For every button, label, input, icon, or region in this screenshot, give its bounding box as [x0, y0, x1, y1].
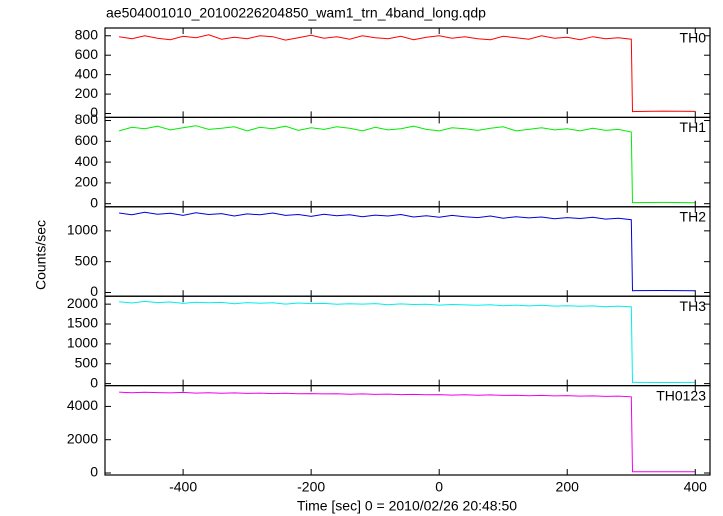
y-tick-label: 600 [75, 46, 99, 62]
legend-label: TH2 [680, 209, 707, 225]
legend-label: TH3 [680, 298, 707, 314]
series-line [119, 211, 696, 292]
y-tick-label: 600 [75, 132, 99, 148]
y-tick-label: 800 [75, 26, 99, 42]
y-tick-label: 0 [90, 104, 98, 120]
y-tick-label: 200 [75, 85, 99, 101]
x-axis-label: Time [sec] 0 = 2010/02/26 20:48:50 [297, 498, 517, 514]
y-axis-label: Counts/sec [33, 220, 49, 290]
y-tick-label: 0 [90, 283, 98, 299]
y-tick-label: 400 [75, 153, 99, 169]
panel-frame [104, 206, 711, 297]
y-tick-label: 0 [90, 464, 98, 480]
y-tick-label: 1000 [67, 335, 98, 351]
series-line [119, 300, 696, 384]
y-tick-label: 0 [90, 194, 98, 210]
y-tick-label: 800 [75, 111, 99, 127]
x-tick-label: -200 [297, 479, 325, 495]
y-tick-label: 400 [75, 65, 99, 81]
y-tick-label: 500 [75, 354, 99, 370]
y-tick-label: 1500 [67, 315, 98, 331]
panel-frame [104, 295, 711, 387]
x-tick-label: 200 [556, 479, 580, 495]
x-tick-label: 0 [435, 479, 443, 495]
y-tick-label: 0 [90, 374, 98, 390]
series-line [118, 125, 696, 204]
y-tick-label: 2000 [67, 295, 98, 311]
chart-title: ae504001010_20100226204850_wam1_trn_4ban… [106, 5, 486, 21]
legend-label: TH0 [680, 30, 707, 46]
x-tick-label: 400 [684, 479, 708, 495]
y-tick-label: 1000 [67, 222, 98, 238]
panel-frame [104, 27, 711, 119]
y-tick-label: 2000 [67, 430, 98, 446]
y-tick-label: 500 [75, 252, 99, 268]
y-tick-label: 200 [75, 174, 99, 190]
legend-label: TH1 [680, 119, 707, 135]
panel-frame [104, 116, 711, 208]
panel-frame [104, 385, 711, 476]
series-line [119, 391, 696, 473]
legend-label: TH0123 [656, 387, 706, 403]
y-tick-label: 4000 [67, 397, 98, 413]
x-tick-label: -400 [169, 479, 197, 495]
series-line [119, 34, 696, 113]
